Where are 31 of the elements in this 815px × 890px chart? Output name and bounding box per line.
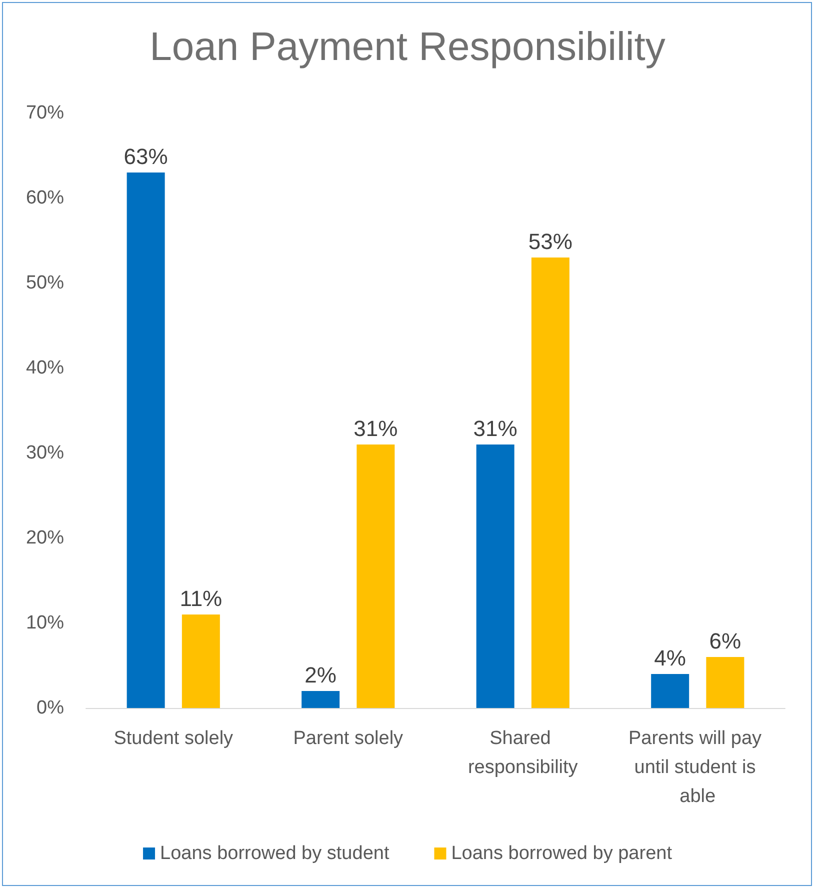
data-label: 2% <box>304 662 336 688</box>
y-tick-label: 30% <box>26 442 64 464</box>
data-label: 31% <box>473 416 518 441</box>
bar <box>356 444 395 708</box>
y-tick-label: 10% <box>26 612 64 634</box>
data-label: 11% <box>180 586 222 611</box>
x-tick-label: Shared responsibility <box>468 728 578 778</box>
data-label: 4% <box>654 646 686 670</box>
data-label: 31% <box>354 416 398 441</box>
bar <box>126 172 165 708</box>
y-tick-label: 60% <box>26 188 64 208</box>
y-tick-label: 50% <box>26 272 64 294</box>
data-label: 53% <box>528 229 572 254</box>
data-label: 63% <box>124 144 168 169</box>
bar <box>182 614 220 708</box>
y-tick-label: 40% <box>26 358 64 378</box>
bar <box>706 657 744 708</box>
bar <box>531 258 570 708</box>
bar <box>302 691 340 708</box>
x-tick-label: Student solely <box>114 728 234 749</box>
bar <box>651 674 690 708</box>
y-tick-label: 70% <box>26 102 64 124</box>
y-tick-label: 0% <box>36 698 64 718</box>
legend-label: Loans borrowed by student <box>160 843 390 864</box>
legend-label: Loans borrowed by parent <box>451 843 673 864</box>
y-tick-label: 20% <box>26 528 64 548</box>
data-label: 6% <box>709 628 742 654</box>
chart-title: Loan Payment Responsibility <box>150 25 666 69</box>
x-tick-label: Parent solely <box>293 728 404 749</box>
bar <box>476 444 514 708</box>
x-tick-label: Parents will pay until student is able <box>628 728 767 807</box>
